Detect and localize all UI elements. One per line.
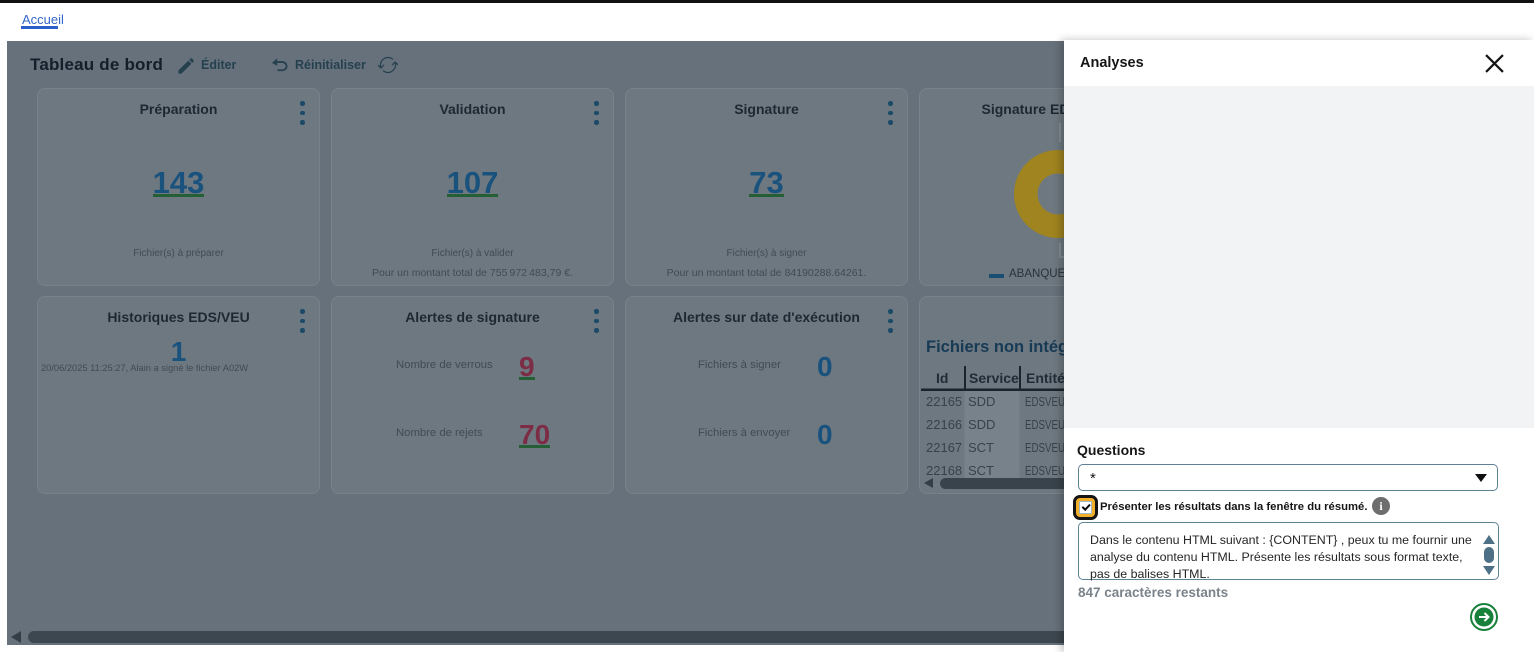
svg-text:Id: Id bbox=[936, 370, 948, 386]
svg-text:SDD: SDD bbox=[968, 394, 995, 409]
svg-text:SCT: SCT bbox=[968, 463, 994, 478]
svg-text:EDSVEU: EDSVEU bbox=[1025, 417, 1065, 432]
svg-text:22165: 22165 bbox=[926, 394, 962, 409]
svg-text:EDSVEU: EDSVEU bbox=[1025, 394, 1065, 409]
svg-text:Service: Service bbox=[969, 370, 1019, 386]
svg-text:22166: 22166 bbox=[926, 417, 962, 432]
svg-text:EDSVEU: EDSVEU bbox=[1025, 440, 1065, 455]
svg-text:SCT: SCT bbox=[968, 440, 994, 455]
svg-text:22168: 22168 bbox=[926, 463, 962, 478]
svg-text:Entité: Entité bbox=[1026, 370, 1065, 386]
svg-text:22167: 22167 bbox=[926, 440, 962, 455]
svg-text:EDSVEU: EDSVEU bbox=[1025, 463, 1065, 478]
svg-text:SDD: SDD bbox=[968, 417, 995, 432]
